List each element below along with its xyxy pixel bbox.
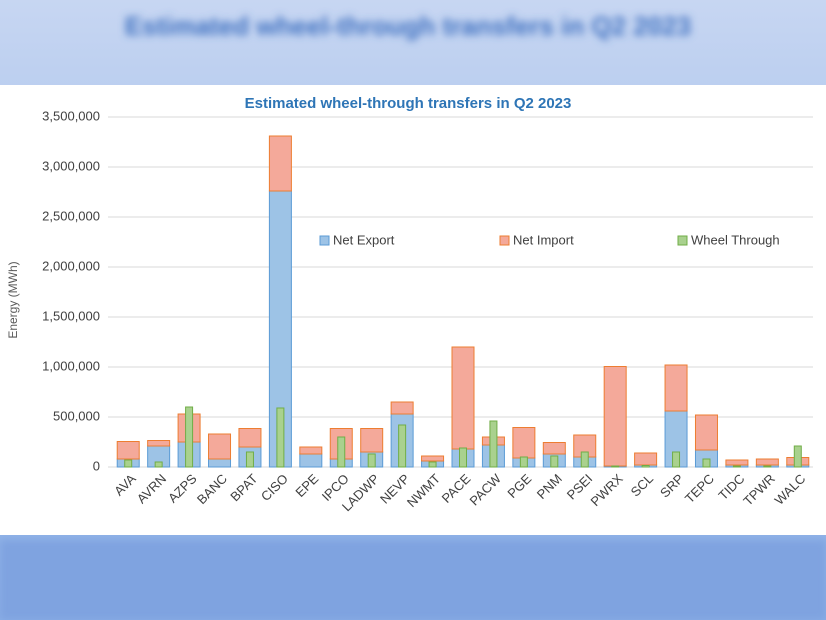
wheel-bar xyxy=(154,461,163,468)
bar-segment xyxy=(390,401,414,415)
y-tick-label: 3,000,000 xyxy=(42,158,100,173)
wheel-bar xyxy=(459,447,467,468)
bar-segment xyxy=(116,441,140,460)
bar-segment xyxy=(268,135,292,192)
legend-label: Net Export xyxy=(333,232,395,247)
bar-segment xyxy=(634,452,658,466)
wheel-bar xyxy=(489,420,498,468)
legend-swatch xyxy=(319,235,330,246)
legend-label: Net Import xyxy=(513,232,574,247)
wheel-bar xyxy=(611,465,620,468)
wheel-bar xyxy=(276,407,285,468)
bar-segment xyxy=(147,440,171,447)
bar-segment xyxy=(755,458,779,466)
bar-segment xyxy=(299,446,323,455)
wheel-bar xyxy=(702,458,711,468)
y-tick-label: 1,500,000 xyxy=(42,308,100,323)
bar-segment xyxy=(421,455,445,462)
y-tick-label: 500,000 xyxy=(53,408,100,423)
chart-title: Estimated wheel-through transfers in Q2 … xyxy=(245,95,572,112)
bar-segment xyxy=(208,458,232,468)
wheel-bar xyxy=(398,424,407,468)
wheel-bar xyxy=(580,451,589,468)
y-tick-label: 2,500,000 xyxy=(42,208,100,223)
legend-label: Wheel Through xyxy=(691,232,780,247)
bar-segment xyxy=(603,366,627,467)
legend-swatch xyxy=(499,235,510,246)
y-tick-label: 3,500,000 xyxy=(42,108,100,123)
wheel-bar xyxy=(428,461,437,468)
legend-swatch xyxy=(677,235,688,246)
wheel-bar xyxy=(337,436,346,468)
bar-segment xyxy=(299,453,323,468)
blurred-band xyxy=(0,540,826,620)
y-tick-label: 0 xyxy=(93,458,100,473)
y-tick-label: 2,000,000 xyxy=(42,258,100,273)
wheel-bar xyxy=(641,465,650,468)
wheel-bar xyxy=(124,459,133,468)
wheel-bar xyxy=(519,456,528,468)
bar-segment xyxy=(542,442,566,455)
wheel-bar xyxy=(245,451,254,468)
bar-segment xyxy=(451,346,475,450)
bar-segment xyxy=(360,428,384,453)
bar-segment xyxy=(725,459,749,466)
wheel-bar xyxy=(185,406,194,468)
bar-segment xyxy=(208,433,232,460)
bar-segment xyxy=(694,414,718,451)
wheel-bar xyxy=(367,453,376,468)
bar-segment xyxy=(512,427,536,459)
blurred-title: Estimated wheel-through transfers in Q2 … xyxy=(125,11,691,41)
y-tick-label: 1,000,000 xyxy=(42,358,100,373)
wheel-bar xyxy=(672,451,681,468)
wheel-bar xyxy=(550,455,559,468)
wheel-bar xyxy=(763,465,772,468)
wheel-bar xyxy=(793,445,802,468)
bar-segment xyxy=(664,364,688,412)
wheel-bar xyxy=(732,465,741,468)
bar-segment xyxy=(238,428,262,448)
y-axis-title: Energy (MWh) xyxy=(6,261,20,338)
